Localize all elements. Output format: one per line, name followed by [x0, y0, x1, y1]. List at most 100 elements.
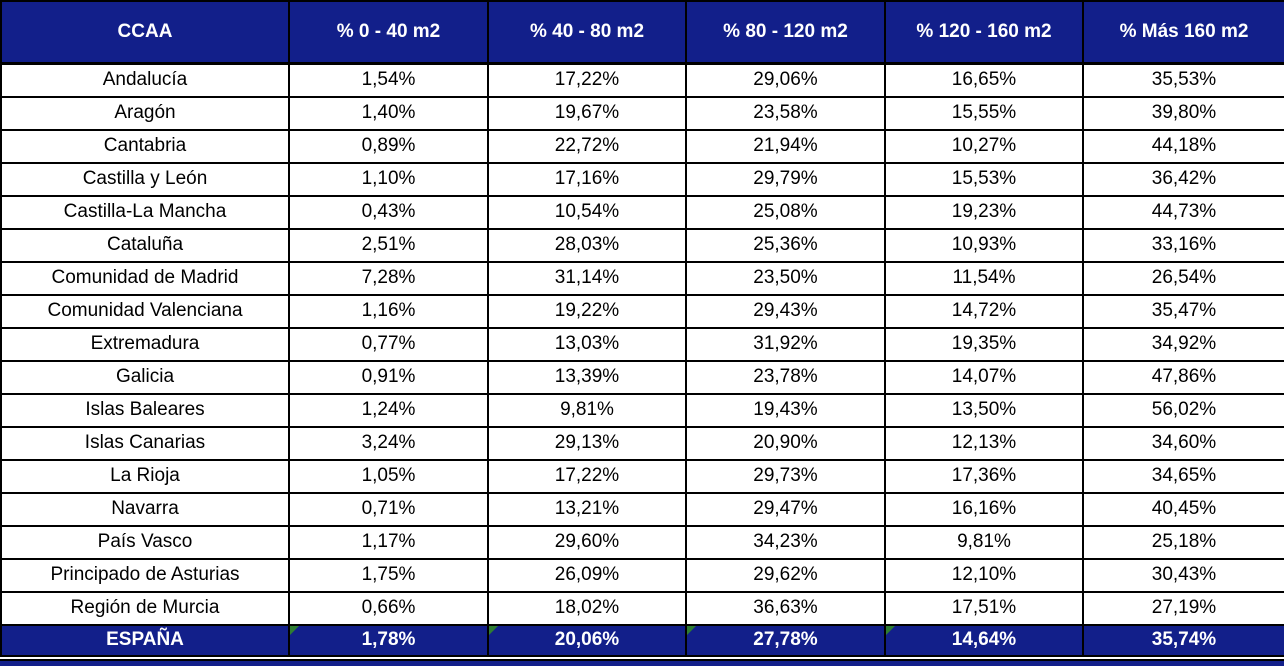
row-label-cell: Navarra [0, 491, 290, 527]
value-cell: 17,22% [487, 62, 687, 98]
value-cell: 16,65% [884, 62, 1084, 98]
column-header-80-120m2: % 80 - 120 m2 [685, 0, 886, 65]
value-cell: 26,09% [487, 557, 687, 593]
value-cell: 34,92% [1082, 326, 1284, 362]
value-cell: 0,71% [288, 491, 489, 527]
table-row: Extremadura 0,77% 13,03% 31,92% 19,35% 3… [0, 326, 1284, 362]
value-cell: 13,03% [487, 326, 687, 362]
value-cell: 11,54% [884, 260, 1084, 296]
row-label-cell: ESPAÑA [0, 623, 290, 657]
value-cell: 0,89% [288, 128, 489, 164]
value-cell: 17,36% [884, 458, 1084, 494]
value-cell: 56,02% [1082, 392, 1284, 428]
row-label-cell: Principado de Asturias [0, 557, 290, 593]
value-cell: 29,73% [685, 458, 886, 494]
row-label-cell: Región de Murcia [0, 590, 290, 626]
value-cell: 10,93% [884, 227, 1084, 263]
value-cell: 13,21% [487, 491, 687, 527]
value-cell: 19,22% [487, 293, 687, 329]
column-header-40-80m2: % 40 - 80 m2 [487, 0, 687, 65]
value-cell: 29,43% [685, 293, 886, 329]
table-row: Castilla y León 1,10% 17,16% 29,79% 15,5… [0, 161, 1284, 197]
column-header-0-40m2: % 0 - 40 m2 [288, 0, 489, 65]
error-flag-icon [887, 626, 895, 635]
row-label-cell: Galicia [0, 359, 290, 395]
value-cell: 1,24% [288, 392, 489, 428]
value-cell: 13,50% [884, 392, 1084, 428]
value-cell: 23,78% [685, 359, 886, 395]
value-cell: 9,81% [884, 524, 1084, 560]
row-label-cell: Comunidad Valenciana [0, 293, 290, 329]
value-cell: 1,17% [288, 524, 489, 560]
value-cell: 29,60% [487, 524, 687, 560]
table-row: Andalucía 1,54% 17,22% 29,06% 16,65% 35,… [0, 62, 1284, 98]
error-flag-icon [490, 626, 498, 635]
value-cell: 1,78% [288, 623, 489, 657]
value-cell: 19,43% [685, 392, 886, 428]
table-row: Región de Murcia 0,66% 18,02% 36,63% 17,… [0, 590, 1284, 626]
value-cell: 1,05% [288, 458, 489, 494]
value-cell: 1,16% [288, 293, 489, 329]
value-cell: 35,74% [1082, 623, 1284, 657]
value-cell: 27,78% [685, 623, 886, 657]
table-body: Andalucía 1,54% 17,22% 29,06% 16,65% 35,… [0, 62, 1284, 657]
value-cell: 25,36% [685, 227, 886, 263]
value-cell: 18,02% [487, 590, 687, 626]
value-cell: 15,55% [884, 95, 1084, 131]
value-cell: 1,10% [288, 161, 489, 197]
row-label-cell: Aragón [0, 95, 290, 131]
table-row: La Rioja 1,05% 17,22% 29,73% 17,36% 34,6… [0, 458, 1284, 494]
value-cell: 12,13% [884, 425, 1084, 461]
row-label-cell: Cantabria [0, 128, 290, 164]
value-cell: 7,28% [288, 260, 489, 296]
row-label-cell: Castilla-La Mancha [0, 194, 290, 230]
value-cell: 15,53% [884, 161, 1084, 197]
table-row: Comunidad Valenciana 1,16% 19,22% 29,43%… [0, 293, 1284, 329]
row-label-cell: Islas Baleares [0, 392, 290, 428]
value-cell: 34,65% [1082, 458, 1284, 494]
value-cell: 12,10% [884, 557, 1084, 593]
value-cell: 20,06% [487, 623, 687, 657]
value-cell: 31,92% [685, 326, 886, 362]
value-cell: 29,06% [685, 62, 886, 98]
value-cell: 47,86% [1082, 359, 1284, 395]
value-cell: 31,14% [487, 260, 687, 296]
value-cell: 34,60% [1082, 425, 1284, 461]
error-flag-icon [688, 626, 696, 635]
error-flag-icon [291, 626, 299, 635]
table-row: Comunidad de Madrid 7,28% 31,14% 23,50% … [0, 260, 1284, 296]
table-row: País Vasco 1,17% 29,60% 34,23% 9,81% 25,… [0, 524, 1284, 560]
row-label-cell: Andalucía [0, 62, 290, 98]
value-cell: 14,07% [884, 359, 1084, 395]
value-cell: 0,77% [288, 326, 489, 362]
value-cell: 29,47% [685, 491, 886, 527]
value-cell: 39,80% [1082, 95, 1284, 131]
value-cell: 14,72% [884, 293, 1084, 329]
value-cell: 44,73% [1082, 194, 1284, 230]
table-row: Islas Baleares 1,24% 9,81% 19,43% 13,50%… [0, 392, 1284, 428]
value-cell: 26,54% [1082, 260, 1284, 296]
value-cell: 23,50% [685, 260, 886, 296]
table-row: Islas Canarias 3,24% 29,13% 20,90% 12,13… [0, 425, 1284, 461]
row-label-cell: País Vasco [0, 524, 290, 560]
value-cell: 10,54% [487, 194, 687, 230]
value-cell: 36,63% [685, 590, 886, 626]
row-label-cell: Extremadura [0, 326, 290, 362]
value-cell: 0,43% [288, 194, 489, 230]
table-row: Principado de Asturias 1,75% 26,09% 29,6… [0, 557, 1284, 593]
value-cell: 34,23% [685, 524, 886, 560]
value-cell: 44,18% [1082, 128, 1284, 164]
column-header-mas-160m2: % Más 160 m2 [1082, 0, 1284, 65]
table-row: Cantabria 0,89% 22,72% 21,94% 10,27% 44,… [0, 128, 1284, 164]
value-cell: 29,13% [487, 425, 687, 461]
value-cell: 19,23% [884, 194, 1084, 230]
value-cell: 23,58% [685, 95, 886, 131]
table-row: Cataluña 2,51% 28,03% 25,36% 10,93% 33,1… [0, 227, 1284, 263]
column-header-ccaa: CCAA [0, 0, 290, 65]
bottom-blue-strip [0, 659, 1284, 666]
column-header-120-160m2: % 120 - 160 m2 [884, 0, 1084, 65]
row-label-cell: Comunidad de Madrid [0, 260, 290, 296]
value-cell: 1,40% [288, 95, 489, 131]
